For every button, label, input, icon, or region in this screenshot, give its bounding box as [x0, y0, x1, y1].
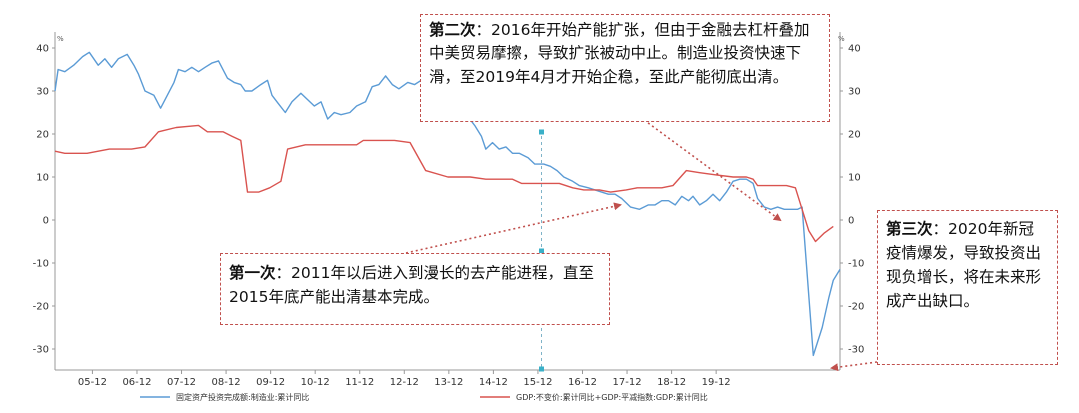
y-tick-label-left: 10	[36, 173, 49, 184]
x-tick-label: 16-12	[568, 377, 597, 388]
y-tick-label-left: 20	[36, 130, 49, 141]
arrow-first	[405, 202, 622, 254]
x-tick-label: 10-12	[301, 377, 330, 388]
x-tick-label: 08-12	[212, 377, 241, 388]
y-tick-label-right: 30	[848, 87, 861, 98]
x-tick-label: 09-12	[256, 377, 285, 388]
arrow-second	[639, 116, 782, 222]
y-tick-label-right: -10	[848, 259, 864, 270]
y-tick-label-left: 30	[36, 87, 49, 98]
y-tick-label-left: 40	[36, 44, 49, 55]
annotation-third-text: ：2020年新冠疫情爆发，导致投资出现负增长，将在未来形成产出缺口。	[886, 220, 1042, 311]
arrow-third	[830, 361, 878, 372]
legend: 固定资产投资完成额:制造业:累计同比 GDP:不变价:累计同比+GDP:平减指数:…	[140, 392, 708, 402]
y-tick-label-left: -30	[33, 345, 49, 356]
left-y-axis: 40 30 20 10 0 -10 -20 -30	[33, 32, 56, 370]
x-tick-label: 15-12	[523, 377, 552, 388]
legend-label-0: 固定资产投资完成额:制造业:累计同比	[176, 392, 309, 402]
x-tick-label: 17-12	[613, 377, 642, 388]
left-axis-unit: %	[57, 35, 64, 43]
y-tick-label-right: 40	[848, 44, 861, 55]
y-tick-label-right: -30	[848, 345, 864, 356]
series-line-1	[54, 124, 834, 243]
x-tick-label: 11-12	[345, 377, 374, 388]
x-tick-label: 07-12	[167, 377, 196, 388]
x-tick-label: 05-12	[78, 377, 107, 388]
right-y-axis: 40 30 20 10 0 -10 -20 -30	[839, 32, 864, 370]
annotation-first-text: ：2011年以后进入到漫长的去产能进程，直至2015年底产能出清基本完成。	[229, 264, 594, 307]
annotation-first: 第一次：2011年以后进入到漫长的去产能进程，直至2015年底产能出清基本完成。	[220, 253, 610, 325]
y-tick-label-right: 10	[848, 173, 861, 184]
annotation-first-label: 第一次	[229, 264, 276, 282]
x-tick-label: 06-12	[122, 377, 151, 388]
y-tick-label-left: 0	[43, 216, 49, 227]
x-axis: 05-12 06-12 07-12 08-12 09-12 10-12 11-12 12-12…	[55, 369, 840, 388]
x-tick-label: 13-12	[434, 377, 463, 388]
y-tick-label-right: -20	[848, 302, 864, 313]
annotation-second-label: 第二次	[429, 21, 476, 39]
right-axis-unit: %	[838, 35, 845, 43]
annotation-third: 第三次：2020年新冠疫情爆发，导致投资出现负增长，将在未来形成产出缺口。	[877, 210, 1058, 365]
y-tick-label-left: -10	[33, 259, 49, 270]
annotation-second: 第二次：2016年开始产能扩张，但由于金融去杠杆叠加中美贸易摩擦，导致扩张被动中…	[420, 14, 830, 122]
y-tick-label-right: 20	[848, 130, 861, 141]
annotation-third-label: 第三次	[886, 220, 933, 238]
x-tick-label: 19-12	[702, 377, 731, 388]
annotation-second-text: ：2016年开始产能扩张，但由于金融去杠杆叠加中美贸易摩擦，导致扩张被动中止。制…	[429, 21, 810, 86]
cursor-marker	[539, 129, 545, 135]
arrow-layer	[405, 116, 878, 372]
x-tick-label: 18-12	[657, 377, 686, 388]
legend-label-1: GDP:不变价:累计同比+GDP:平减指数:GDP:累计同比	[516, 392, 708, 402]
cursor-marker	[539, 366, 545, 372]
y-tick-label-right: 0	[848, 216, 854, 227]
cursor-marker	[539, 248, 545, 254]
marker-layer	[539, 129, 545, 372]
x-tick-label: 14-12	[479, 377, 508, 388]
x-tick-label: 12-12	[390, 377, 419, 388]
y-tick-label-left: -20	[33, 302, 49, 313]
